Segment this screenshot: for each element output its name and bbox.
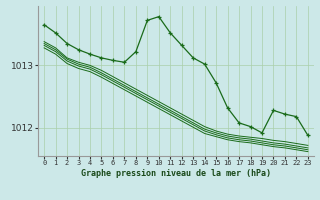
X-axis label: Graphe pression niveau de la mer (hPa): Graphe pression niveau de la mer (hPa) <box>81 169 271 178</box>
